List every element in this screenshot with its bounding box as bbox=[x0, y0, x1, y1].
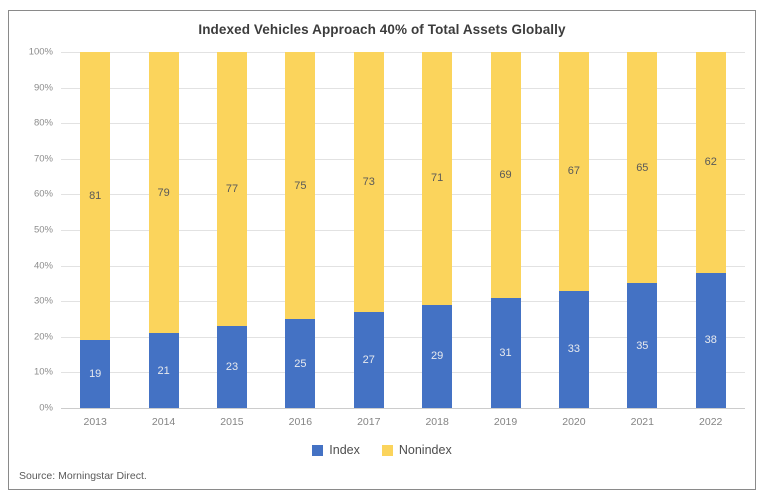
ytick-label-80: 80% bbox=[33, 117, 53, 129]
xtick-label-2013: 2013 bbox=[83, 416, 107, 428]
bar-columns: 19 81 2013 21 79 2014 23 77 2015 25 75 2016 27 73 2017… bbox=[61, 52, 745, 428]
xtick-label-2018: 2018 bbox=[425, 416, 449, 428]
bar-column-2019: 31 69 2019 bbox=[490, 52, 521, 428]
gridline-80 bbox=[61, 123, 745, 125]
index-segment-2020 bbox=[558, 290, 589, 408]
nonindex-segment-2015 bbox=[216, 52, 247, 327]
index-segment-2013 bbox=[80, 340, 111, 408]
index-value-label-2014: 21 bbox=[157, 364, 170, 377]
ytick-label-30: 30% bbox=[33, 295, 53, 307]
chart-title: Indexed Vehicles Approach 40% of Total A… bbox=[198, 22, 566, 37]
bar-column-2018: 29 71 2018 bbox=[422, 52, 453, 428]
ytick-label-20: 20% bbox=[33, 331, 53, 343]
nonindex-value-label-2022: 62 bbox=[704, 156, 717, 169]
nonindex-value-label-2017: 73 bbox=[362, 175, 375, 188]
nonindex-segment-2014 bbox=[148, 52, 179, 334]
nonindex-segment-2016 bbox=[285, 52, 316, 319]
plot-area: 0% 10% 20% 30% 40% 50% 60% 70% 80% 90% 100% 19 81 201… bbox=[29, 47, 745, 428]
nonindex-segment-2013 bbox=[80, 52, 111, 341]
ytick-label-0: 0% bbox=[39, 402, 53, 414]
nonindex-legend-swatch bbox=[381, 444, 393, 456]
index-value-label-2017: 27 bbox=[362, 353, 375, 366]
index-value-label-2018: 29 bbox=[431, 350, 444, 363]
index-legend-swatch bbox=[312, 444, 324, 456]
source-note: Source: Morningstar Direct. bbox=[19, 470, 147, 482]
xtick-label-2020: 2020 bbox=[562, 416, 586, 428]
nonindex-value-label-2019: 69 bbox=[499, 168, 512, 181]
bar-column-2017: 27 73 2017 bbox=[353, 52, 384, 428]
index-segment-2018 bbox=[422, 304, 453, 408]
chart-frame: Indexed Vehicles Approach 40% of Total A… bbox=[8, 10, 756, 490]
index-value-label-2021: 35 bbox=[636, 339, 649, 352]
index-segment-2016 bbox=[285, 319, 316, 408]
index-value-label-2022: 38 bbox=[704, 334, 717, 347]
bar-column-2020: 33 67 2020 bbox=[558, 52, 589, 428]
gridline-70 bbox=[61, 158, 745, 160]
xtick-label-2016: 2016 bbox=[288, 416, 313, 428]
index-segment-2017 bbox=[353, 311, 384, 408]
xtick-label-2017: 2017 bbox=[357, 416, 381, 428]
xtick-label-2014: 2014 bbox=[151, 416, 176, 428]
nonindex-segment-2018 bbox=[422, 52, 453, 305]
index-segment-2014 bbox=[148, 333, 179, 408]
legend-item-nonindex: Nonindex bbox=[381, 443, 452, 457]
index-value-label-2016: 25 bbox=[294, 357, 307, 370]
gridline-40 bbox=[61, 265, 745, 267]
xtick-label-2015: 2015 bbox=[220, 416, 244, 428]
nonindex-value-label-2018: 71 bbox=[431, 172, 444, 185]
ytick-label-50: 50% bbox=[33, 224, 53, 236]
index-segment-2022 bbox=[695, 272, 726, 408]
ytick-label-10: 10% bbox=[33, 366, 53, 378]
nonindex-legend-label: Nonindex bbox=[398, 443, 452, 457]
chart-legend: Index Nonindex bbox=[9, 443, 755, 457]
index-segment-2015 bbox=[216, 326, 247, 408]
index-value-label-2019: 31 bbox=[499, 346, 512, 359]
nonindex-segment-2022 bbox=[695, 52, 726, 273]
index-legend-label: Index bbox=[329, 443, 360, 457]
ytick-label-60: 60% bbox=[33, 188, 53, 200]
bar-column-2013: 19 81 2013 bbox=[80, 52, 111, 428]
bar-column-2014: 21 79 2014 bbox=[148, 52, 179, 428]
nonindex-value-label-2020: 67 bbox=[567, 165, 581, 178]
index-value-label-2015: 23 bbox=[225, 361, 239, 374]
xtick-label-2021: 2021 bbox=[630, 416, 654, 428]
bar-column-2015: 23 77 2015 bbox=[216, 52, 247, 428]
index-value-label-2013: 19 bbox=[89, 368, 102, 381]
nonindex-segment-2020 bbox=[558, 52, 589, 291]
nonindex-segment-2021 bbox=[627, 52, 658, 284]
index-segment-2019 bbox=[490, 297, 521, 408]
legend-item-index: Index bbox=[312, 443, 360, 457]
gridline-30 bbox=[61, 301, 745, 303]
nonindex-segment-2017 bbox=[353, 52, 384, 312]
ytick-label-90: 90% bbox=[33, 82, 53, 94]
gridline-90 bbox=[61, 87, 745, 89]
xtick-label-2019: 2019 bbox=[493, 416, 518, 428]
nonindex-value-label-2016: 75 bbox=[294, 179, 307, 192]
gridline-10 bbox=[61, 372, 745, 374]
bar-column-2016: 25 75 2016 bbox=[285, 52, 316, 428]
xtick-label-2022: 2022 bbox=[699, 416, 723, 428]
gridline-100 bbox=[61, 52, 745, 53]
bar-column-2022: 38 62 2022 bbox=[695, 52, 726, 428]
ytick-label-40: 40% bbox=[33, 260, 53, 272]
gridline-50 bbox=[61, 230, 745, 231]
ytick-label-100: 100% bbox=[28, 46, 53, 58]
gridline-20 bbox=[61, 336, 745, 338]
nonindex-value-label-2014: 79 bbox=[157, 186, 170, 199]
nonindex-segment-2019 bbox=[490, 52, 521, 298]
nonindex-value-label-2021: 65 bbox=[636, 161, 649, 174]
gridline-60 bbox=[61, 194, 745, 196]
gridline-0 bbox=[61, 408, 745, 409]
bar-column-2021: 35 65 2021 bbox=[627, 52, 658, 428]
index-value-label-2020: 33 bbox=[567, 343, 581, 356]
index-segment-2021 bbox=[627, 283, 658, 408]
nonindex-value-label-2013: 81 bbox=[89, 190, 102, 203]
nonindex-value-label-2015: 77 bbox=[225, 183, 239, 196]
ytick-label-70: 70% bbox=[33, 153, 53, 165]
